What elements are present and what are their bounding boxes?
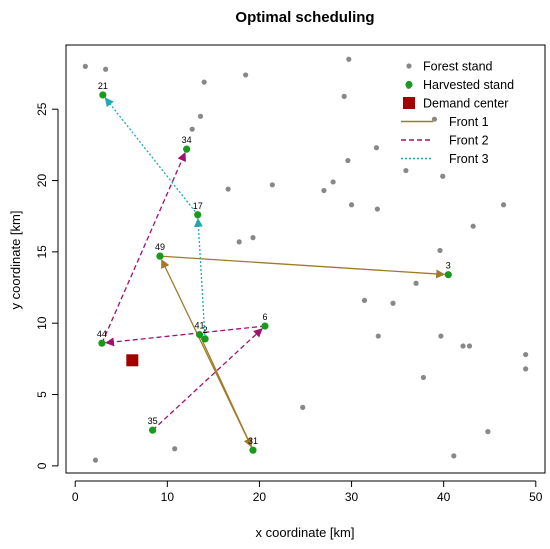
x-tick-label: 0 — [72, 490, 79, 504]
harvested-stand-point — [99, 91, 107, 99]
route-front2 — [101, 151, 186, 344]
forest-stand-point — [346, 56, 352, 62]
x-tick-label: 30 — [345, 490, 359, 504]
harvested-stand-point — [183, 145, 191, 153]
forest-stand-point — [348, 202, 355, 208]
route-front2 — [105, 325, 266, 347]
forest-stand-point — [92, 457, 99, 463]
forest-stand-point — [466, 343, 473, 349]
legend-label: Front 1 — [449, 115, 489, 129]
y-tick-label: 5 — [35, 391, 49, 398]
y-tick-label: 10 — [35, 316, 49, 330]
stand-id-label: 34 — [182, 135, 192, 145]
legend-marker — [406, 63, 412, 69]
forest-stand-point — [201, 79, 207, 85]
legend-marker — [405, 80, 413, 89]
forest-stand-point — [500, 202, 507, 208]
x-axis-title: x coordinate [km] — [256, 525, 355, 540]
stand-id-label: 49 — [155, 242, 165, 252]
x-tick-label: 20 — [253, 490, 267, 504]
harvested-stand-point — [194, 211, 202, 219]
route-front1 — [159, 255, 446, 279]
forest-stand-point — [403, 167, 409, 174]
axes: 0 10 20 30 40 50 0 5 10 15 20 25 — [35, 44, 546, 504]
forest-stand-point — [413, 280, 419, 286]
stand-id-label: 41 — [195, 321, 205, 331]
y-tick-label: 0 — [35, 462, 49, 469]
plot-frame — [65, 44, 546, 474]
stand-id-label: 17 — [193, 201, 203, 211]
forest-stand-point — [341, 93, 347, 99]
legend-marker — [403, 97, 415, 109]
legend-label: Front 2 — [449, 134, 489, 148]
forest-stand-point — [440, 173, 446, 179]
harvested-stand-point — [249, 446, 257, 454]
forest-stand-point — [236, 239, 242, 245]
forest-stand-point — [485, 429, 491, 435]
harvested-stand-point — [98, 339, 106, 347]
forest-stand-point — [103, 66, 109, 72]
stand-id-label: 35 — [148, 416, 158, 426]
forest-stand-point — [197, 113, 204, 119]
y-axis-title: y coordinate [km] — [8, 211, 23, 310]
stand-id-label: 31 — [248, 436, 258, 446]
stand-id-label: 3 — [446, 261, 451, 271]
route-front1 — [161, 258, 254, 451]
harvested-stand-point — [195, 331, 204, 339]
y-tick-label: 25 — [35, 102, 49, 116]
forest-stand-point — [189, 126, 195, 132]
stand-id-label: 44 — [97, 329, 107, 339]
forest-stand-point — [269, 182, 275, 188]
route-front3 — [104, 97, 199, 216]
harvested-stand-point — [261, 322, 269, 330]
stand-points: 21 34 17 49 3 6 412 44 35 31 — [82, 56, 529, 463]
forest-stand-point — [82, 63, 88, 69]
y-tick-label: 20 — [35, 174, 49, 188]
forest-stand-point — [523, 366, 529, 372]
x-tick-label: 40 — [437, 490, 451, 504]
stand-id-label: 21 — [98, 81, 108, 91]
forest-stand-point — [438, 333, 444, 339]
y-tick-label: 15 — [35, 245, 49, 259]
x-tick-label: 10 — [161, 490, 175, 504]
forest-stand-point — [431, 116, 438, 122]
forest-stand-point — [250, 235, 256, 241]
forest-stand-point — [243, 72, 249, 78]
forest-stand-point — [225, 186, 231, 192]
forest-stand-point — [390, 300, 396, 306]
forest-stand-point — [420, 374, 427, 381]
harvested-stand-point — [156, 252, 164, 260]
forest-stand-point — [345, 157, 351, 164]
route-front3 — [193, 217, 206, 339]
harvested-stand-point — [148, 426, 157, 434]
legend-label: Front 3 — [449, 152, 489, 166]
stand-id-label: 2 — [203, 325, 208, 335]
route-front2 — [152, 328, 263, 431]
forest-stand-point — [437, 247, 443, 254]
forest-stand-point — [523, 351, 529, 358]
stand-id-label: 6 — [262, 312, 267, 322]
forest-stand-point — [374, 206, 380, 212]
forest-stand-point — [300, 404, 306, 410]
front-routes — [101, 97, 446, 451]
demand-center-marker — [126, 354, 139, 367]
forest-stand-point — [460, 343, 466, 349]
forest-stand-point — [375, 333, 381, 339]
chart-title: Optimal scheduling — [235, 9, 374, 26]
forest-stand-point — [451, 453, 457, 459]
legend: Forest stand Harvested stand Demand center… — [401, 60, 514, 166]
forest-stand-point — [330, 179, 336, 185]
harvested-stand-point — [201, 335, 209, 343]
forest-stand-point — [321, 187, 327, 194]
forest-stand-point — [373, 145, 380, 151]
legend-label: Demand center — [423, 97, 508, 111]
forest-stand-point — [361, 297, 368, 303]
forest-stand-point — [470, 223, 476, 229]
legend-label: Harvested stand — [423, 78, 514, 92]
x-tick-label: 50 — [529, 490, 543, 504]
legend-label: Forest stand — [423, 60, 493, 74]
forest-stand-point — [172, 446, 178, 452]
harvested-stand-point — [444, 271, 452, 279]
